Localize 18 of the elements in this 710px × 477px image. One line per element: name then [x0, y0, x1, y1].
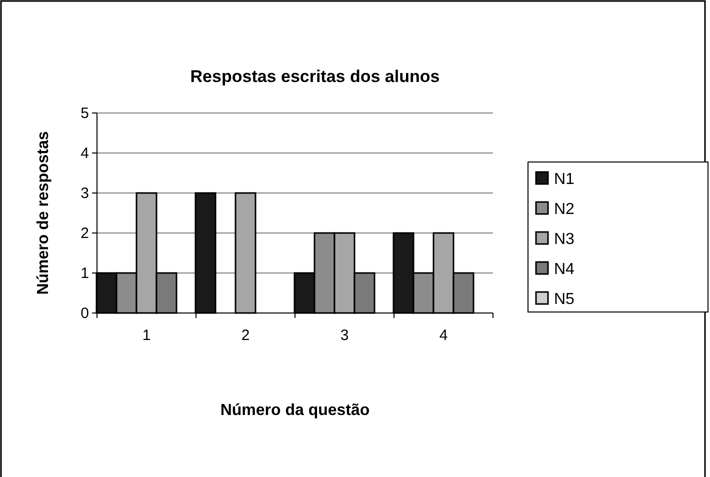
- legend-label: N3: [554, 231, 575, 248]
- y-tick-label: 1: [80, 264, 89, 282]
- x-tick-label: 1: [142, 327, 151, 344]
- x-tick-label: 3: [340, 327, 349, 344]
- x-tick-label: 2: [241, 327, 250, 344]
- y-tick-label: 4: [80, 144, 89, 162]
- y-tick-label: 3: [80, 184, 89, 202]
- chart-title: Respostas escritas dos alunos: [190, 67, 440, 86]
- y-tick-label: 5: [80, 104, 89, 122]
- y-tick-label: 0: [80, 304, 89, 322]
- x-tick-label: 4: [439, 327, 448, 344]
- x-axis-title: Número da questão: [220, 402, 370, 419]
- y-tick-label: 2: [80, 224, 89, 242]
- legend-label: N1: [554, 171, 575, 188]
- legend-label: N5: [554, 291, 575, 308]
- y-axis-title: Número de respostas: [35, 131, 52, 295]
- legend-label: N2: [554, 201, 575, 218]
- legend-label: N4: [554, 261, 575, 278]
